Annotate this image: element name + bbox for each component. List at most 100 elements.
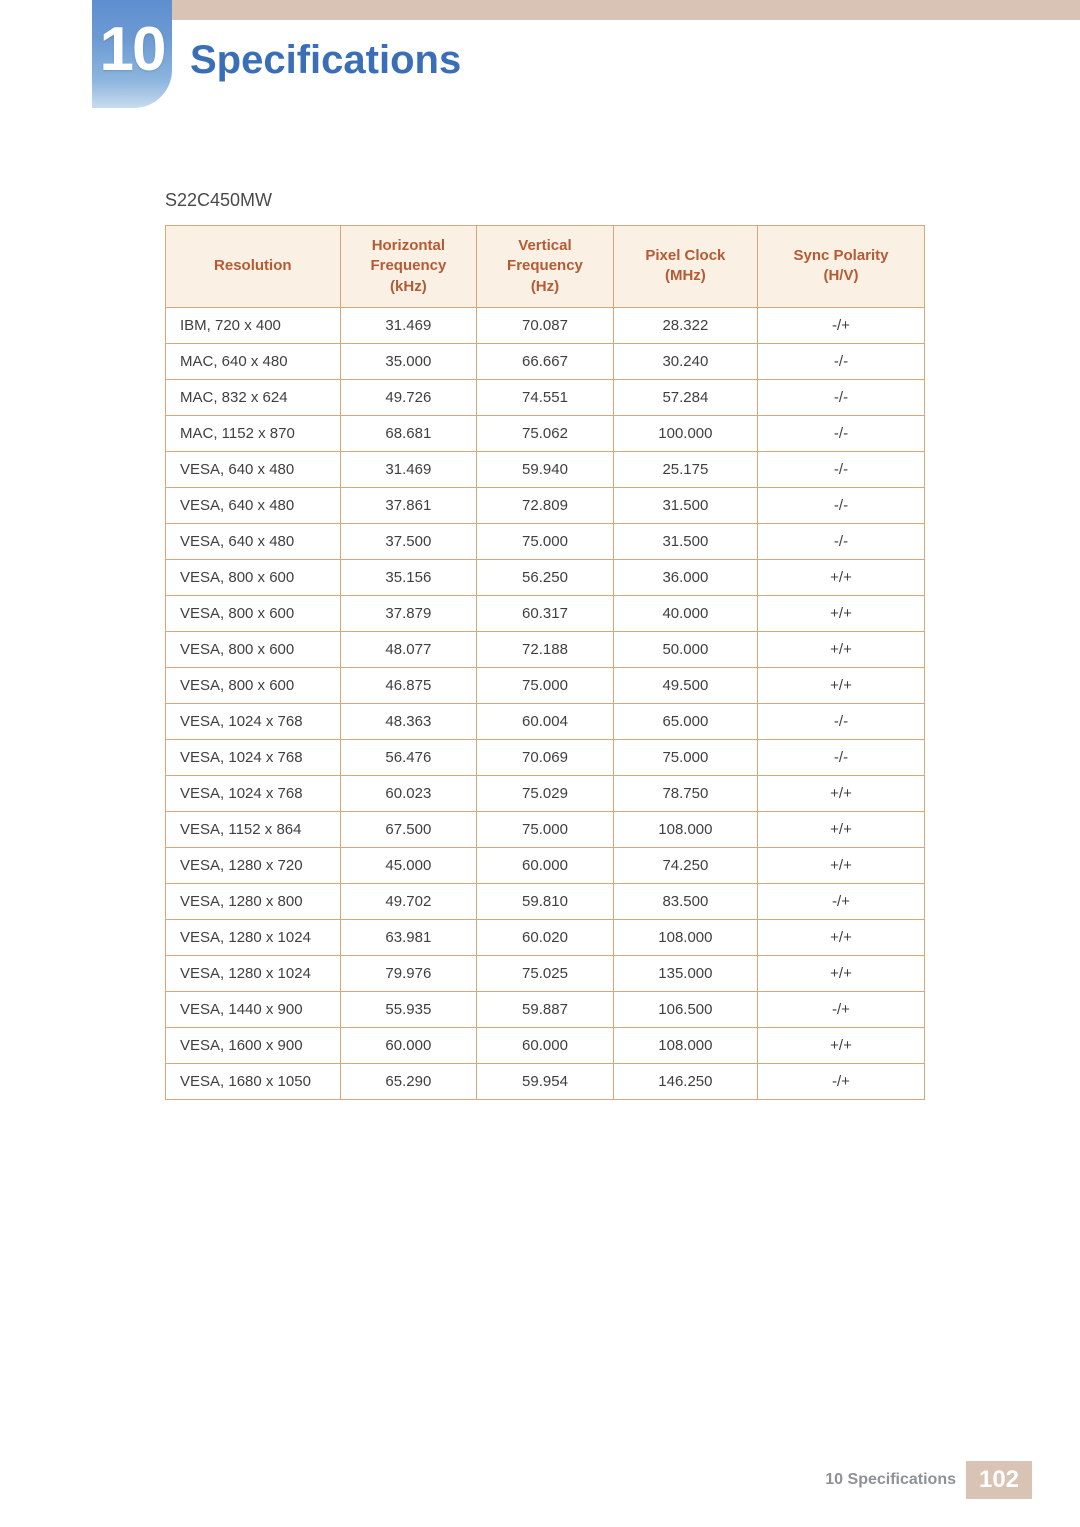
table-cell: 36.000: [613, 559, 757, 595]
table-cell: MAC, 832 x 624: [166, 379, 341, 415]
header-text: (H/V): [823, 267, 858, 284]
table-row: VESA, 1280 x 102463.98160.020108.000+/+: [166, 919, 925, 955]
table-cell: 75.000: [477, 523, 614, 559]
table-cell: -/-: [757, 451, 924, 487]
table-row: VESA, 1152 x 86467.50075.000108.000+/+: [166, 811, 925, 847]
table-row: VESA, 800 x 60035.15656.25036.000+/+: [166, 559, 925, 595]
table-row: MAC, 1152 x 87068.68175.062100.000-/-: [166, 415, 925, 451]
table-cell: VESA, 1680 x 1050: [166, 1063, 341, 1099]
table-cell: VESA, 800 x 600: [166, 667, 341, 703]
table-row: VESA, 1280 x 80049.70259.81083.500-/+: [166, 883, 925, 919]
header-text: Vertical: [518, 237, 571, 254]
table-cell: 60.317: [477, 595, 614, 631]
table-row: VESA, 1280 x 72045.00060.00074.250+/+: [166, 847, 925, 883]
header-text: (Hz): [531, 278, 559, 295]
table-cell: 57.284: [613, 379, 757, 415]
table-cell: 35.156: [340, 559, 477, 595]
page: 10 Specifications S22C450MW Resolution H…: [0, 0, 1080, 1527]
table-cell: 31.469: [340, 307, 477, 343]
table-row: VESA, 640 x 48031.46959.94025.175-/-: [166, 451, 925, 487]
table-cell: -/-: [757, 487, 924, 523]
table-cell: VESA, 1024 x 768: [166, 775, 341, 811]
table-cell: VESA, 640 x 480: [166, 523, 341, 559]
table-cell: +/+: [757, 559, 924, 595]
table-cell: 75.029: [477, 775, 614, 811]
table-cell: 31.469: [340, 451, 477, 487]
table-cell: 37.879: [340, 595, 477, 631]
table-cell: 31.500: [613, 487, 757, 523]
table-cell: VESA, 1600 x 900: [166, 1027, 341, 1063]
table-cell: 108.000: [613, 919, 757, 955]
table-cell: 48.077: [340, 631, 477, 667]
table-cell: 59.810: [477, 883, 614, 919]
table-cell: 30.240: [613, 343, 757, 379]
table-cell: 59.954: [477, 1063, 614, 1099]
table-cell: 100.000: [613, 415, 757, 451]
table-cell: 70.069: [477, 739, 614, 775]
table-cell: 60.000: [477, 847, 614, 883]
table-cell: 60.000: [477, 1027, 614, 1063]
table-cell: 75.000: [477, 667, 614, 703]
table-cell: 75.000: [613, 739, 757, 775]
table-row: VESA, 1440 x 90055.93559.887106.500-/+: [166, 991, 925, 1027]
table-cell: 49.500: [613, 667, 757, 703]
table-cell: VESA, 1280 x 1024: [166, 919, 341, 955]
table-cell: 63.981: [340, 919, 477, 955]
table-cell: VESA, 640 x 480: [166, 487, 341, 523]
col-hfreq: Horizontal Frequency (kHz): [340, 226, 477, 308]
table-cell: MAC, 1152 x 870: [166, 415, 341, 451]
table-cell: 106.500: [613, 991, 757, 1027]
footer-page-number: 102: [966, 1461, 1032, 1499]
table-cell: VESA, 1280 x 720: [166, 847, 341, 883]
table-cell: 135.000: [613, 955, 757, 991]
table-cell: 75.062: [477, 415, 614, 451]
table-cell: -/+: [757, 883, 924, 919]
table-cell: 25.175: [613, 451, 757, 487]
col-resolution: Resolution: [166, 226, 341, 308]
table-cell: 74.250: [613, 847, 757, 883]
table-cell: 70.087: [477, 307, 614, 343]
table-cell: 65.290: [340, 1063, 477, 1099]
table-row: VESA, 1024 x 76860.02375.02978.750+/+: [166, 775, 925, 811]
footer-text: 10 Specifications: [825, 1471, 956, 1489]
header-text: (MHz): [665, 267, 706, 284]
table-cell: 60.020: [477, 919, 614, 955]
table-cell: +/+: [757, 667, 924, 703]
header-text: Pixel Clock: [645, 247, 725, 264]
table-cell: 55.935: [340, 991, 477, 1027]
col-vfreq: Vertical Frequency (Hz): [477, 226, 614, 308]
header-text: (kHz): [390, 278, 427, 295]
table-cell: VESA, 800 x 600: [166, 631, 341, 667]
table-row: IBM, 720 x 40031.46970.08728.322-/+: [166, 307, 925, 343]
table-cell: +/+: [757, 1027, 924, 1063]
table-cell: VESA, 800 x 600: [166, 595, 341, 631]
table-row: VESA, 1024 x 76856.47670.06975.000-/-: [166, 739, 925, 775]
table-cell: 67.500: [340, 811, 477, 847]
table-cell: -/-: [757, 523, 924, 559]
table-cell: 72.809: [477, 487, 614, 523]
table-row: VESA, 1024 x 76848.36360.00465.000-/-: [166, 703, 925, 739]
table-cell: +/+: [757, 955, 924, 991]
header-text: Frequency: [507, 257, 583, 274]
table-cell: 49.702: [340, 883, 477, 919]
table-row: VESA, 1680 x 105065.29059.954146.250-/+: [166, 1063, 925, 1099]
table-cell: 28.322: [613, 307, 757, 343]
table-row: VESA, 1280 x 102479.97675.025135.000+/+: [166, 955, 925, 991]
table-cell: -/-: [757, 343, 924, 379]
table-cell: 65.000: [613, 703, 757, 739]
table-cell: 50.000: [613, 631, 757, 667]
table-row: MAC, 640 x 48035.00066.66730.240-/-: [166, 343, 925, 379]
top-banner: [92, 0, 1080, 20]
table-cell: VESA, 1152 x 864: [166, 811, 341, 847]
table-cell: 108.000: [613, 811, 757, 847]
table-cell: -/-: [757, 703, 924, 739]
table-cell: -/-: [757, 379, 924, 415]
model-label: S22C450MW: [165, 190, 272, 211]
table-cell: VESA, 1280 x 800: [166, 883, 341, 919]
table-header: Resolution Horizontal Frequency (kHz) Ve…: [166, 226, 925, 308]
table-cell: 79.976: [340, 955, 477, 991]
table-cell: 45.000: [340, 847, 477, 883]
table-row: VESA, 800 x 60048.07772.18850.000+/+: [166, 631, 925, 667]
table-cell: IBM, 720 x 400: [166, 307, 341, 343]
chapter-number: 10: [92, 0, 172, 100]
